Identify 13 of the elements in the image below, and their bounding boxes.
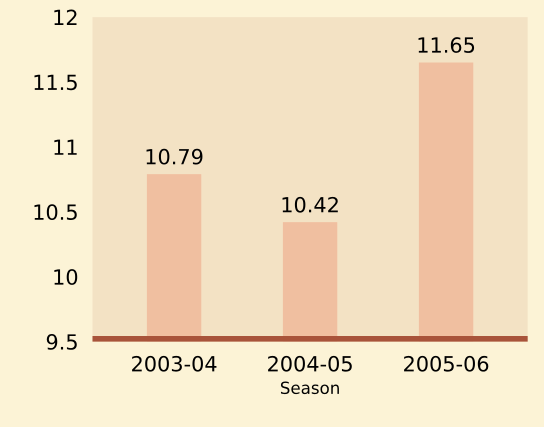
data-label: 10.42 <box>282 196 338 213</box>
x-tick-label: 2004-05 <box>268 356 352 372</box>
y-tick-label: 11.5 <box>34 74 77 90</box>
y-tick-label: 10 <box>54 269 78 285</box>
y-tick-label: 11 <box>54 140 77 155</box>
data-label: 11.65 <box>418 37 474 53</box>
y-tick-label: 9.5 <box>46 334 77 350</box>
x-axis-title: Season <box>280 382 339 394</box>
y-tick-label: 10.5 <box>34 204 77 220</box>
y-tick-label: 12 <box>54 10 77 25</box>
x-tick-label: 2003-04 <box>132 356 216 372</box>
x-tick-label: 2005-06 <box>404 356 488 372</box>
data-label: 10.79 <box>146 148 202 165</box>
